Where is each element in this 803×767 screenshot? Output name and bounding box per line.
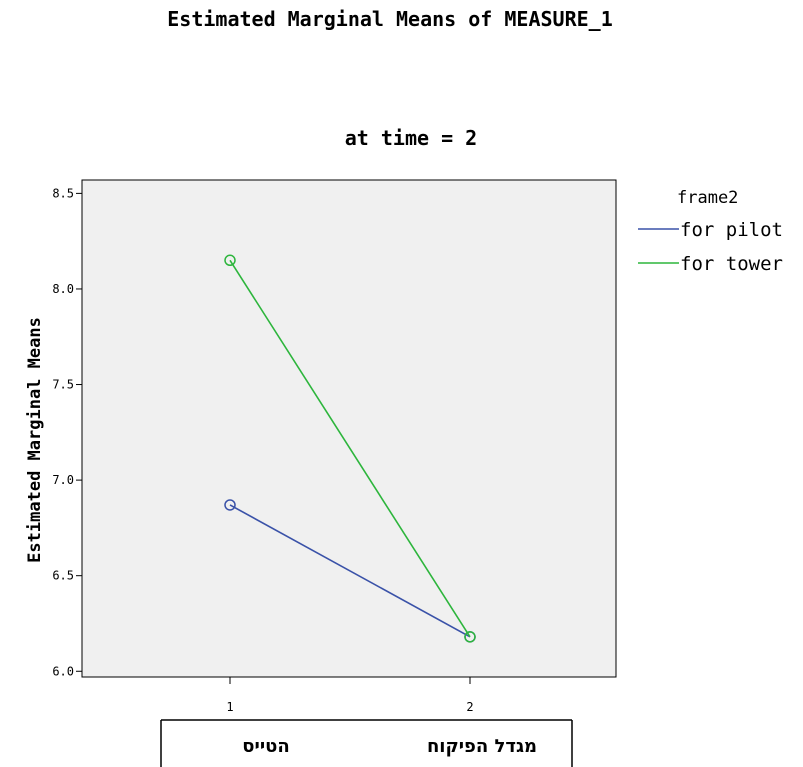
chart-subtitle: at time = 2: [345, 126, 477, 150]
series-line-for-tower: [229, 259, 471, 638]
y-tick-label: 7.5: [52, 378, 74, 392]
y-tick-label: 7.0: [52, 473, 74, 487]
legend: frame2 for pilot for tower: [638, 188, 783, 275]
data-point: [224, 499, 236, 511]
x-tick-label: 1: [226, 700, 233, 714]
x-tick-label: 2: [466, 700, 473, 714]
category-label-1: הטייס: [242, 736, 289, 757]
legend-label: for tower: [680, 253, 783, 275]
y-tick-label: 6.5: [52, 569, 74, 583]
category-table: הטייס מגדל הפיקוח: [160, 719, 573, 767]
y-tick-label: 8.0: [52, 282, 74, 296]
y-tick-label: 8.5: [52, 186, 74, 200]
series-line-for-pilot: [229, 504, 471, 638]
category-label-2: מגדל הפיקוח: [427, 736, 537, 757]
data-point: [464, 631, 476, 643]
legend-label: for pilot: [680, 219, 783, 241]
y-axis-label: Estimated Marginal Means: [25, 317, 45, 563]
legend-title: frame2: [677, 188, 738, 208]
y-axis-ticks: 6.0 6.5 7.0 7.5 8.0 8.5: [52, 186, 82, 678]
data-point: [224, 254, 236, 267]
chart-title: Estimated Marginal Means of MEASURE_1: [167, 7, 613, 31]
series-group: [224, 254, 476, 643]
y-tick-label: 6.0: [52, 664, 74, 678]
plot-area: [81, 179, 617, 678]
